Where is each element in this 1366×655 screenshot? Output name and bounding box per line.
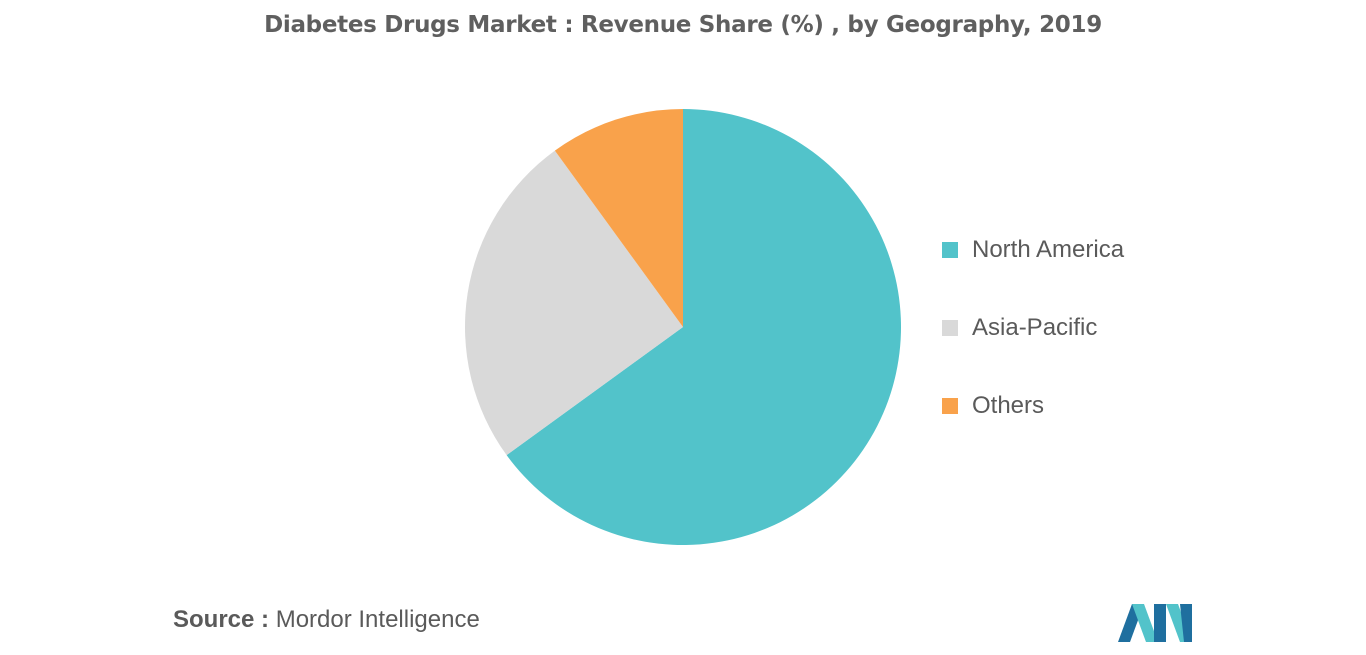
source-name: Mordor Intelligence xyxy=(275,606,480,633)
chart-legend: North America Asia-Pacific Others xyxy=(942,230,1124,464)
legend-label-asia-pacific: Asia-Pacific xyxy=(972,313,1098,341)
source-note: Source : Mordor Intelligence xyxy=(173,606,480,634)
pie-slice-north-america xyxy=(506,109,902,546)
legend-item-asia-pacific: Asia-Pacific xyxy=(942,308,1124,347)
legend-label-others: Others xyxy=(972,391,1045,419)
legend-label-north-america: North America xyxy=(972,235,1125,263)
legend-swatch-north-america xyxy=(942,241,958,258)
legend-item-north-america: North America xyxy=(942,230,1124,269)
legend-swatch-asia-pacific xyxy=(942,319,958,336)
pie-slice-asia-pacific xyxy=(464,150,683,456)
mordor-logo-icon xyxy=(1118,604,1192,642)
legend-item-others: Others xyxy=(942,386,1124,425)
source-prefix: Source : xyxy=(173,606,270,633)
chart-title: Diabetes Drugs Market : Revenue Share (%… xyxy=(264,12,1102,38)
pie-slice-others xyxy=(554,109,683,327)
legend-swatch-others xyxy=(942,397,958,414)
